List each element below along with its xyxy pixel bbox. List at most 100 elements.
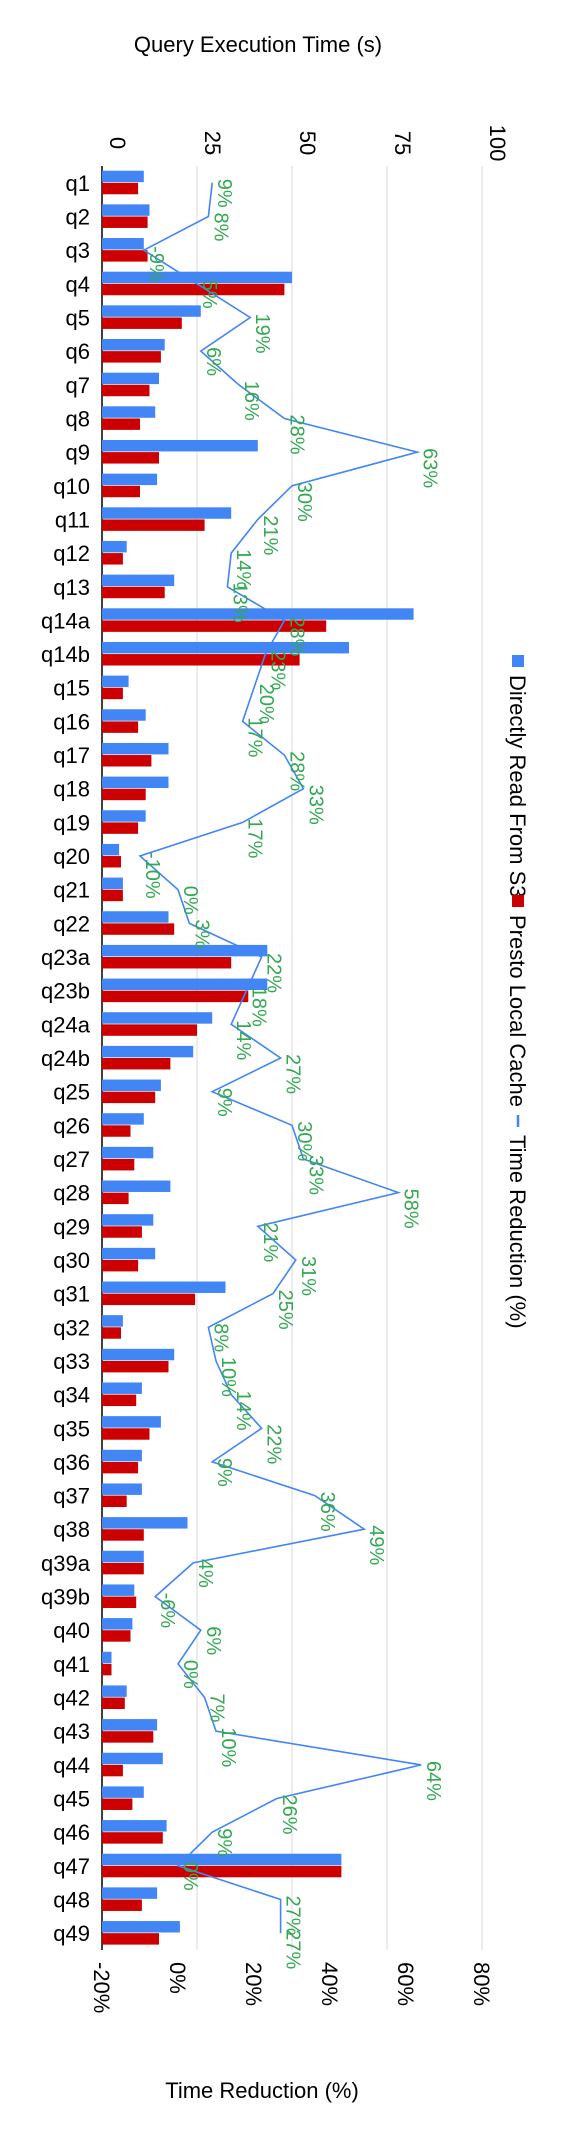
bars bbox=[102, 170, 414, 1945]
category-label: q27 bbox=[53, 1147, 90, 1172]
category-label: q38 bbox=[53, 1517, 90, 1542]
bottom-axis-ticks: -20% 0% 20% 40% 60% 80% bbox=[89, 1962, 494, 2013]
bar-cache-q43 bbox=[102, 1731, 154, 1743]
category-label: q25 bbox=[53, 1080, 90, 1105]
reduction-label: 6% bbox=[202, 1626, 224, 1655]
category-label: q23b bbox=[41, 979, 90, 1004]
bar-cache-q33 bbox=[102, 1360, 169, 1373]
reduction-label: 3% bbox=[190, 919, 212, 948]
reduction-label: -6% bbox=[156, 1593, 178, 1629]
reduction-label: 19% bbox=[251, 314, 273, 354]
reduction-label: 28% bbox=[285, 415, 307, 455]
reduction-label: 18% bbox=[247, 987, 269, 1027]
bar-cache-q9 bbox=[102, 452, 159, 464]
legend-label: Directly Read From S3 bbox=[505, 675, 530, 898]
bar-s3-q16 bbox=[102, 709, 146, 721]
category-label: q10 bbox=[53, 474, 90, 499]
bar-s3-q49 bbox=[102, 1921, 180, 1933]
reduction-label: -10% bbox=[141, 852, 163, 899]
category-label: q23a bbox=[41, 945, 91, 970]
category-label: q40 bbox=[53, 1618, 90, 1643]
reduction-label: 9% bbox=[213, 1828, 235, 1857]
legend-swatch bbox=[512, 655, 524, 667]
reduction-label: 31% bbox=[297, 1256, 319, 1296]
category-label: q7 bbox=[66, 373, 90, 398]
bottom-axis-title: Time Reduction (%) bbox=[165, 2078, 359, 2103]
bar-cache-q22 bbox=[102, 923, 175, 935]
bar-cache-q48 bbox=[102, 1899, 142, 1911]
bar-cache-q11 bbox=[102, 519, 205, 531]
reduction-label: 5% bbox=[198, 280, 220, 309]
reduction-label: 49% bbox=[365, 1525, 387, 1565]
reduction-label: 16% bbox=[240, 381, 262, 421]
reduction-label: 27% bbox=[282, 1896, 304, 1936]
reduction-label: 21% bbox=[259, 1222, 281, 1262]
bar-cache-q45 bbox=[102, 1798, 133, 1810]
category-label: q20 bbox=[53, 844, 90, 869]
reduction-label: 6% bbox=[202, 347, 224, 376]
bottom-tick-label: 20% bbox=[241, 1962, 266, 2006]
bar-cache-q21 bbox=[102, 889, 123, 902]
bar-s3-q44 bbox=[102, 1752, 163, 1765]
legend-group: Directly Read From S3 Presto Local Cache T… bbox=[505, 655, 530, 1329]
category-label: q1 bbox=[66, 171, 90, 196]
bar-s3-q48 bbox=[102, 1887, 158, 1899]
category-label: q48 bbox=[53, 1888, 90, 1913]
reduction-label: 23% bbox=[266, 650, 288, 690]
bar-cache-q14b bbox=[102, 654, 300, 666]
bar-cache-q4 bbox=[102, 283, 285, 296]
bottom-tick-label: -20% bbox=[89, 1962, 114, 2013]
bar-cache-q7 bbox=[102, 384, 150, 397]
bottom-tick-label: 60% bbox=[393, 1962, 418, 2006]
category-label: q39b bbox=[41, 1585, 90, 1610]
reduction-label: 30% bbox=[293, 482, 315, 522]
bar-s3-q17 bbox=[102, 742, 169, 755]
reduction-label: 9% bbox=[213, 1458, 235, 1487]
category-label: q17 bbox=[53, 743, 90, 768]
bar-cache-q44 bbox=[102, 1764, 123, 1777]
bar-cache-q34 bbox=[102, 1394, 137, 1407]
bottom-tick-label: 40% bbox=[317, 1962, 342, 2006]
bar-s3-q36 bbox=[102, 1449, 142, 1462]
category-label: q13 bbox=[53, 575, 90, 600]
reduction-label: 14% bbox=[232, 549, 254, 589]
bar-s3-q20 bbox=[102, 843, 120, 856]
bar-cache-q31 bbox=[102, 1293, 196, 1306]
bar-s3-q31 bbox=[102, 1281, 226, 1293]
bar-s3-q13 bbox=[102, 574, 175, 587]
bar-s3-q19 bbox=[102, 810, 146, 822]
reduction-label: 25% bbox=[274, 1290, 296, 1330]
category-label: q29 bbox=[53, 1214, 90, 1239]
bar-s3-q23b bbox=[102, 978, 268, 991]
bar-s3-q12 bbox=[102, 540, 127, 553]
bar-s3-q14b bbox=[102, 641, 349, 654]
reduction-label: 33% bbox=[304, 1155, 326, 1195]
top-tick-label: 0 bbox=[105, 137, 130, 149]
bar-cache-q5 bbox=[102, 317, 182, 329]
bar-s3-q14a bbox=[102, 608, 414, 620]
reduction-label: 22% bbox=[263, 953, 285, 993]
category-label: q12 bbox=[53, 541, 90, 566]
category-label: q34 bbox=[53, 1383, 90, 1408]
category-label: q24b bbox=[41, 1046, 90, 1071]
reduction-label: 0% bbox=[179, 886, 201, 915]
category-label: q26 bbox=[53, 1113, 90, 1138]
bar-s3-q34 bbox=[102, 1382, 142, 1394]
category-label: q6 bbox=[66, 339, 90, 364]
category-label: q44 bbox=[53, 1753, 90, 1778]
bar-s3-q5 bbox=[102, 305, 201, 317]
bar-cache-q30 bbox=[102, 1259, 139, 1272]
bar-cache-q41 bbox=[102, 1663, 112, 1676]
bar-cache-q37 bbox=[102, 1495, 127, 1508]
bar-cache-q10 bbox=[102, 485, 140, 498]
bar-s3-q2 bbox=[102, 204, 150, 216]
reduction-label: 33% bbox=[304, 785, 326, 825]
bar-cache-q39b bbox=[102, 1596, 137, 1609]
category-label: q42 bbox=[53, 1686, 90, 1711]
reduction-label: 9% bbox=[213, 179, 235, 208]
category-label: q18 bbox=[53, 777, 90, 802]
bar-cache-q27 bbox=[102, 1158, 135, 1171]
category-label: q9 bbox=[66, 440, 90, 465]
bottom-tick-label: 80% bbox=[469, 1962, 494, 2006]
bar-s3-q40 bbox=[102, 1618, 133, 1630]
